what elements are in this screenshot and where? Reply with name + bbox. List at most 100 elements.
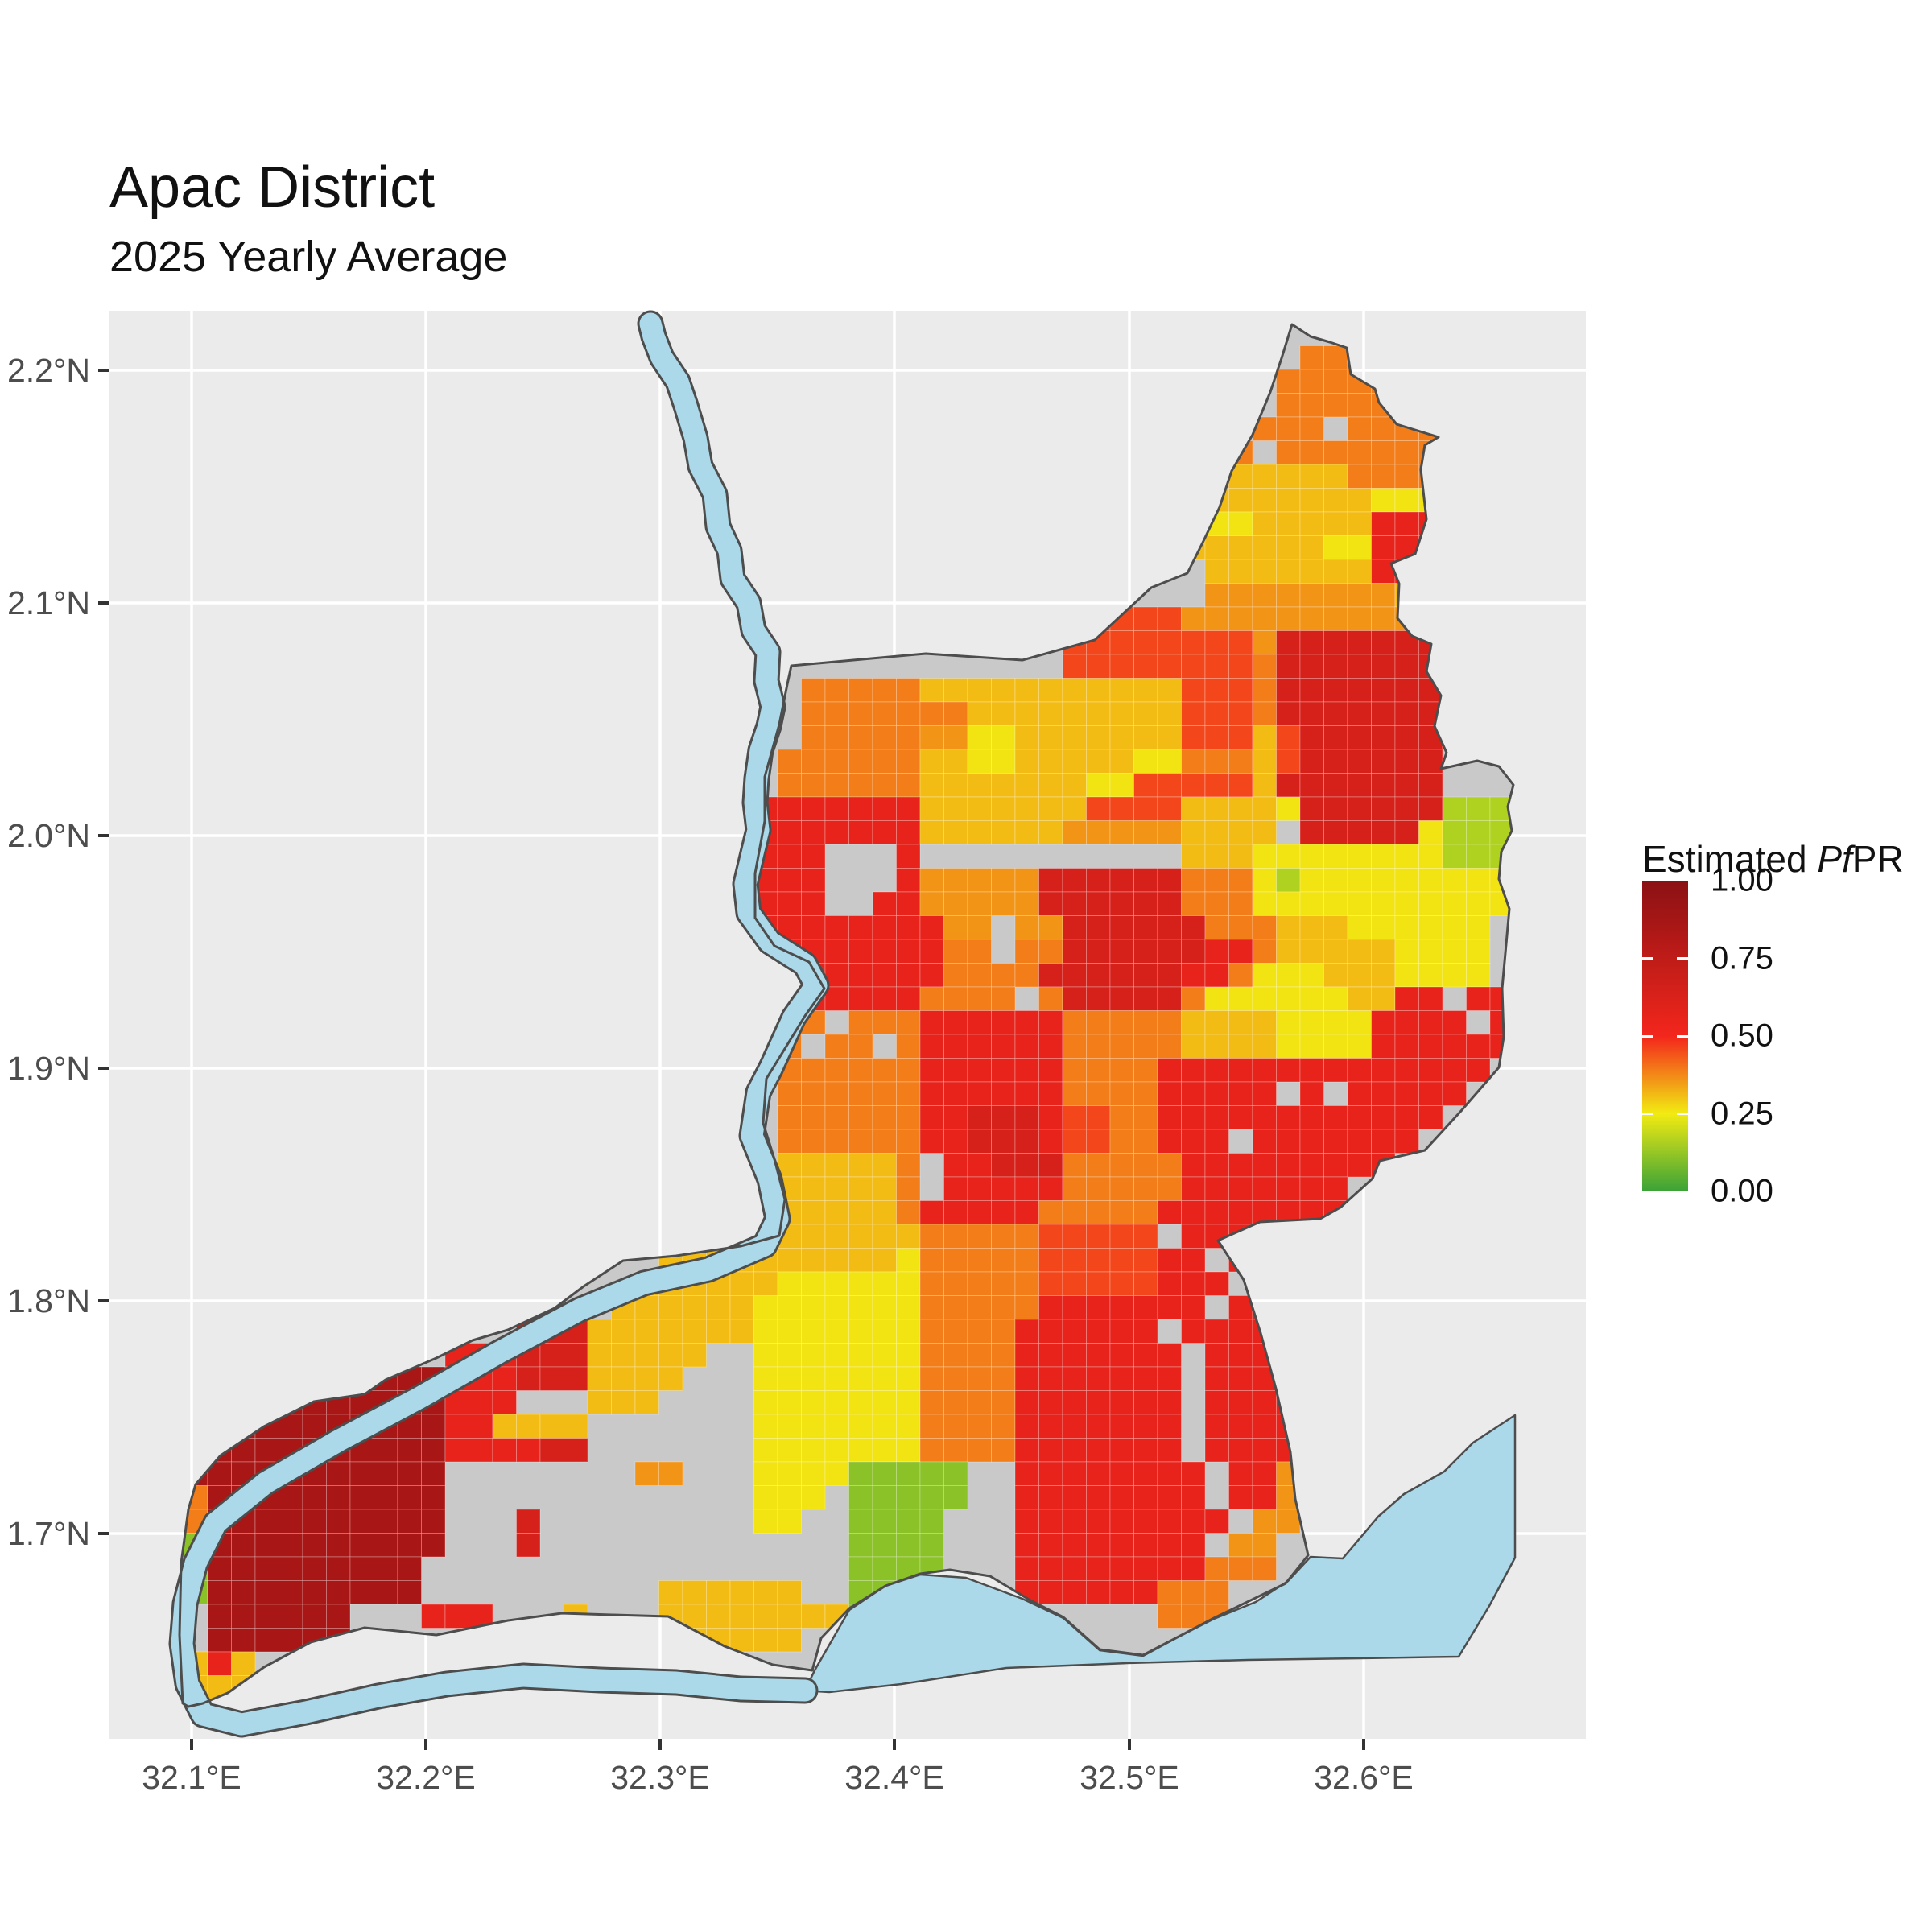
raster-cell [1276,915,1301,940]
raster-cell [872,963,897,988]
raster-cell [777,1580,802,1605]
raster-cell [1133,1295,1158,1320]
raster-cell [967,1081,992,1106]
raster-cell [824,1200,849,1225]
raster-cell [706,1295,731,1320]
raster-cell [967,701,992,726]
raster-cell [991,1271,1016,1296]
raster-cell [753,1366,778,1391]
raster-cell [1252,1438,1277,1463]
raster-cell [658,1366,683,1391]
y-tick-label: 1.9°N [7,1050,90,1087]
raster-cell [349,1485,374,1510]
raster-cell [1181,773,1206,798]
raster-cell [1299,773,1324,798]
raster-cell [682,1343,707,1368]
raster-cell [1133,1176,1158,1201]
raster-cell [1157,1438,1182,1463]
raster-cell [1252,773,1277,798]
raster-cell [1014,1485,1039,1510]
raster-cell [1228,1010,1253,1035]
raster-cell [1394,749,1419,774]
raster-cell [706,1604,731,1629]
raster-cell [1109,1366,1134,1391]
raster-cell [302,1533,327,1558]
raster-cell [967,749,992,774]
raster-cell [1252,1153,1277,1178]
raster-cell [1204,606,1229,631]
raster-cell [539,1343,564,1368]
raster-cell [1062,701,1087,726]
raster-cell [1252,1414,1277,1439]
raster-cell [848,1461,873,1486]
raster-cell [1323,606,1348,631]
raster-cell [1299,1058,1324,1083]
raster-cell [896,1414,921,1439]
raster-cell [1371,1105,1396,1130]
raster-cell [349,1580,374,1605]
raster-cell [1062,654,1087,679]
raster-cell [1394,1105,1419,1130]
raster-cell [1062,1580,1087,1605]
raster-cell [1014,1295,1039,1320]
raster-cell [943,1224,968,1249]
raster-cell [1299,345,1324,370]
raster-cell [848,773,873,798]
raster-cell [848,796,873,821]
raster-cell [1062,1105,1087,1130]
raster-cell [1109,1248,1134,1273]
raster-cell [943,939,968,964]
raster-cell [1252,488,1277,513]
raster-cell [1299,868,1324,893]
raster-cell [824,1343,849,1368]
raster-cell [777,1105,802,1130]
legend-label: 0.25 [1711,1096,1773,1131]
raster-cell [848,1485,873,1510]
raster-cell [1133,1580,1158,1605]
raster-cell [1299,891,1324,916]
raster-cell [1371,606,1396,631]
raster-cell [1086,773,1111,798]
raster-cell [1299,725,1324,750]
x-tick-label: 32.4°E [844,1759,944,1796]
raster-cell [1228,1556,1253,1581]
raster-cell [1133,1105,1158,1130]
raster-cell [1014,1509,1039,1534]
raster-cell [634,1390,659,1415]
raster-cell [1252,1556,1277,1581]
raster-cell [1323,749,1348,774]
raster-cell [967,1058,992,1083]
raster-cell [1014,1343,1039,1368]
raster-cell [231,1556,256,1581]
raster-cell [967,939,992,964]
raster-cell [1109,1343,1134,1368]
raster-cell [896,820,921,845]
raster-cell [587,1319,612,1344]
raster-cell [1299,939,1324,964]
raster-cell [1157,1010,1182,1035]
raster-cell [801,1319,826,1344]
raster-cell [919,1200,944,1225]
raster-cell [1109,654,1134,679]
raster-cell [848,678,873,703]
raster-cell [1347,440,1372,465]
raster-cell [1394,963,1419,988]
raster-cell [801,915,826,940]
raster-cell [872,986,897,1011]
raster-cell [1086,1461,1111,1486]
raster-cell [1014,1319,1039,1344]
raster-cell [1204,1390,1229,1415]
raster-cell [1133,1343,1158,1368]
raster-cell [1276,1105,1301,1130]
raster-cell [1014,749,1039,774]
raster-cell [1347,1129,1372,1154]
raster-cell [872,1248,897,1273]
raster-cell [919,773,944,798]
raster-cell [777,868,802,893]
raster-cell [1038,1058,1063,1083]
raster-cell [1252,725,1277,750]
raster-cell [1204,1153,1229,1178]
raster-cell [1181,1319,1206,1344]
raster-cell [872,1105,897,1130]
raster-cell [1323,725,1348,750]
